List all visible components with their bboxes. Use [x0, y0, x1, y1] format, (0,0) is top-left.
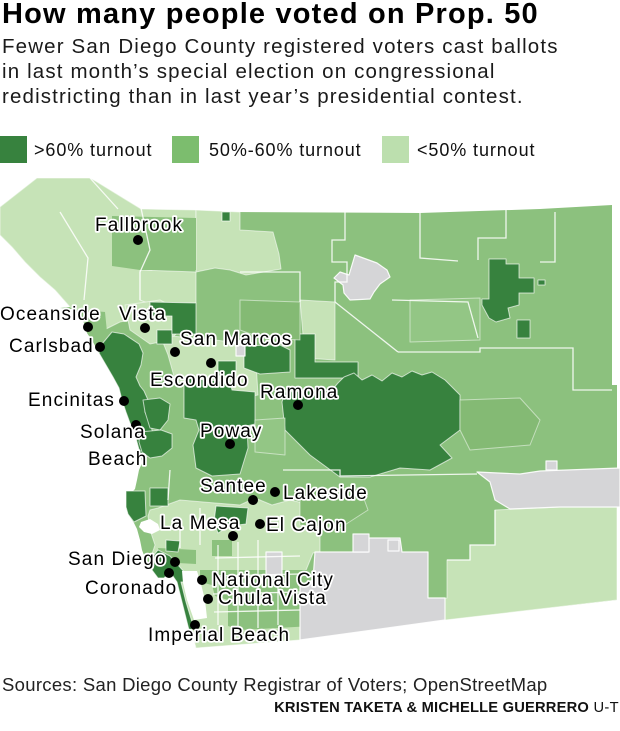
svg-text:El Cajon: El Cajon	[266, 515, 347, 536]
svg-text:Chula Vista: Chula Vista	[218, 588, 327, 609]
svg-text:Poway: Poway	[200, 421, 263, 442]
svg-text:Santee: Santee	[200, 476, 267, 497]
svg-text:Imperial Beach: Imperial Beach	[148, 625, 290, 646]
svg-text:Lakeside: Lakeside	[283, 483, 368, 504]
svg-text:Carlsbad: Carlsbad	[9, 336, 94, 357]
svg-text:Fallbrook: Fallbrook	[95, 215, 183, 236]
svg-text:Coronado: Coronado	[85, 578, 177, 599]
svg-text:San Marcos: San Marcos	[180, 329, 292, 350]
svg-text:Oceanside: Oceanside	[0, 304, 101, 325]
svg-text:National City: National City	[212, 570, 334, 591]
svg-text:Beach: Beach	[88, 449, 147, 470]
svg-text:Escondido: Escondido	[150, 370, 249, 391]
svg-text:Vista: Vista	[119, 304, 166, 325]
svg-text:San Diego: San Diego	[68, 549, 167, 570]
svg-text:Solana: Solana	[80, 422, 146, 443]
svg-text:Encinitas: Encinitas	[28, 390, 115, 411]
svg-text:Ramona: Ramona	[260, 382, 338, 403]
svg-text:La Mesa: La Mesa	[160, 513, 241, 534]
